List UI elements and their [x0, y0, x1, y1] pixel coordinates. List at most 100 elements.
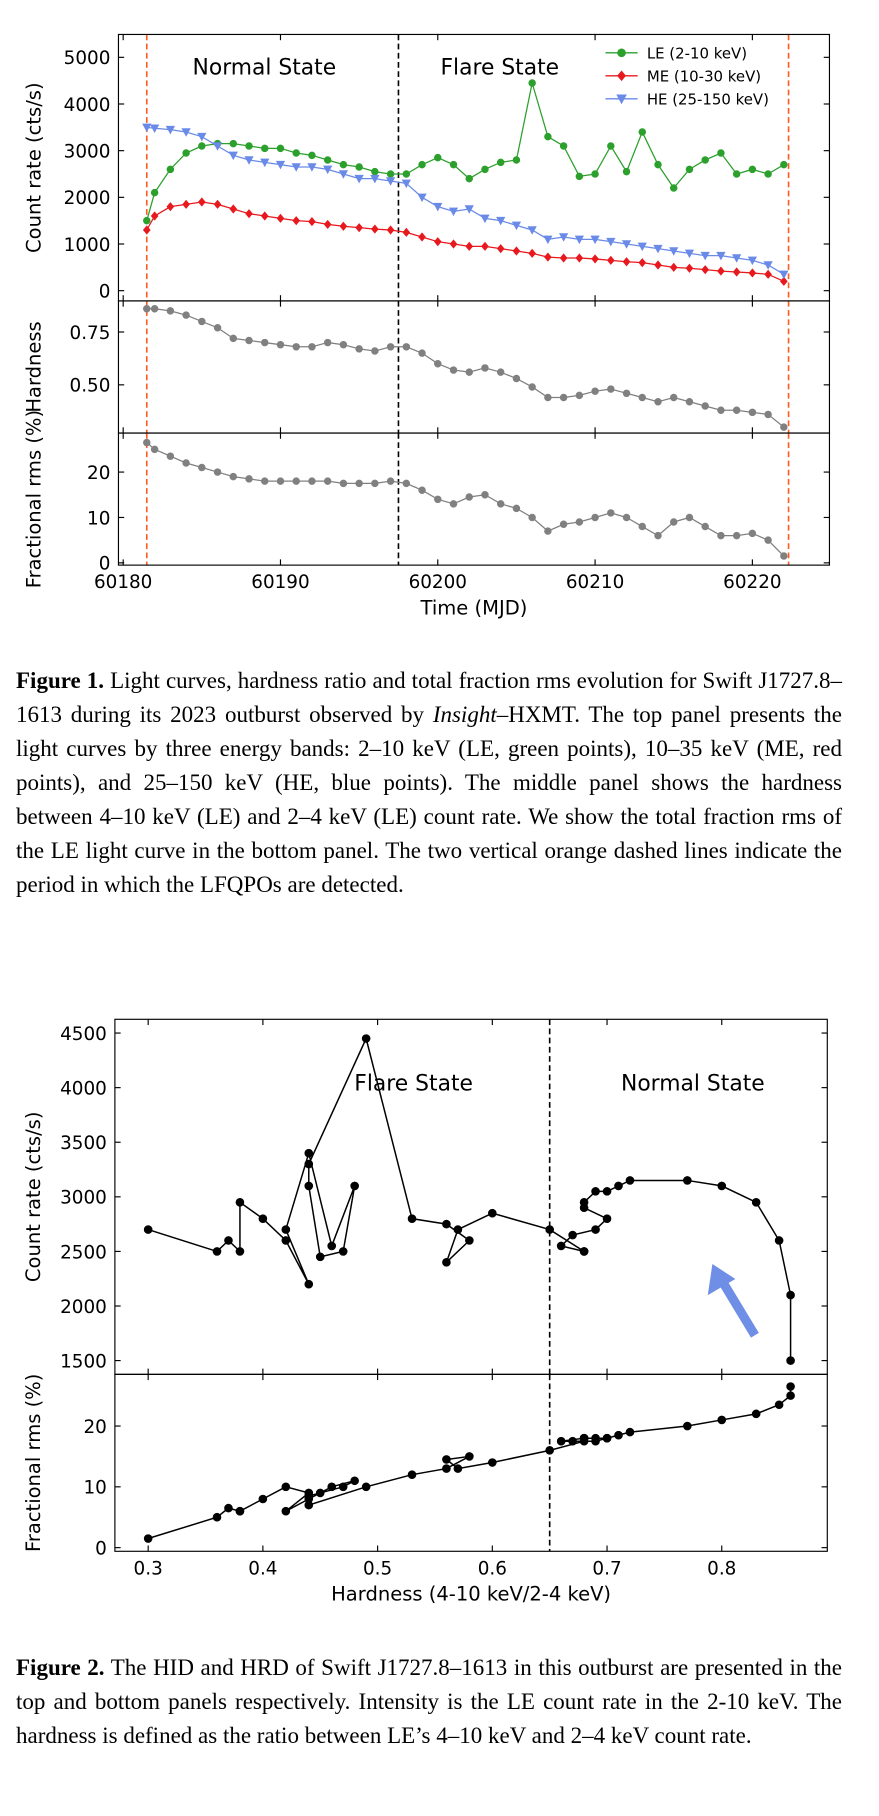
annotation: Normal State — [193, 56, 337, 81]
marker — [496, 158, 505, 167]
marker — [574, 235, 584, 245]
marker — [276, 477, 285, 485]
marker — [732, 406, 741, 414]
marker — [559, 142, 568, 150]
marker — [386, 477, 395, 485]
marker — [717, 406, 725, 414]
marker — [276, 144, 285, 153]
marker — [258, 1494, 268, 1504]
marker — [614, 1430, 623, 1440]
marker — [434, 153, 442, 162]
x-tick-label: 0.8 — [707, 1558, 736, 1579]
marker — [308, 477, 316, 485]
marker — [579, 1247, 589, 1256]
marker — [361, 1034, 371, 1043]
marker — [371, 479, 379, 488]
marker — [166, 307, 175, 315]
marker — [607, 509, 615, 517]
marker — [339, 221, 348, 231]
marker — [556, 1241, 566, 1251]
figure-1-caption: Figure 1. Light curves, hardness ratio a… — [16, 664, 842, 902]
marker — [575, 253, 584, 263]
marker — [751, 1409, 761, 1419]
marker — [166, 165, 175, 174]
marker — [386, 170, 395, 178]
marker — [638, 393, 647, 402]
legend-marker — [616, 94, 627, 105]
marker — [402, 170, 411, 178]
figure-1: 0 1000 2000 3000 4000 5000 Count rate (cts/s) N… — [22, 33, 831, 620]
marker — [481, 491, 489, 499]
marker — [371, 347, 379, 355]
marker — [464, 205, 474, 214]
marker — [292, 149, 300, 157]
marker — [607, 385, 615, 393]
y-tick-label: 2500 — [60, 1242, 107, 1263]
marker — [245, 209, 253, 219]
marker — [442, 1455, 451, 1464]
y-tick-label: 1500 — [60, 1351, 107, 1372]
marker — [732, 254, 742, 263]
marker — [602, 1187, 612, 1196]
marker — [512, 504, 521, 513]
marker — [433, 202, 443, 212]
marker — [315, 1488, 325, 1498]
marker — [261, 338, 269, 347]
marker — [182, 149, 190, 157]
marker — [683, 1421, 692, 1431]
marker — [229, 334, 238, 343]
legend-label: ME (10-30 keV) — [647, 68, 761, 86]
marker — [150, 211, 159, 221]
marker — [261, 477, 269, 485]
marker — [732, 170, 741, 178]
marker — [442, 1464, 451, 1473]
marker — [559, 393, 568, 402]
marker — [701, 402, 709, 410]
marker — [511, 221, 522, 231]
marker — [304, 1159, 314, 1169]
marker — [654, 398, 662, 406]
marker — [355, 223, 363, 233]
y-tick-label: 5000 — [64, 48, 111, 69]
marker — [142, 123, 152, 133]
marker — [764, 269, 772, 279]
marker — [308, 343, 316, 351]
marker — [338, 170, 349, 179]
marker — [602, 1433, 612, 1443]
marker — [556, 1436, 566, 1446]
marker — [261, 144, 269, 153]
marker — [198, 463, 206, 472]
marker — [229, 204, 238, 214]
marker — [590, 235, 600, 245]
marker — [338, 1247, 348, 1256]
marker — [654, 531, 662, 540]
marker — [701, 265, 710, 275]
marker — [786, 1382, 795, 1391]
series-line — [146, 442, 785, 557]
marker — [559, 520, 568, 529]
marker — [622, 257, 631, 267]
marker — [543, 235, 553, 245]
y-tick-label: 1000 — [64, 235, 111, 256]
marker — [481, 364, 489, 372]
annotation: Flare State — [441, 56, 560, 81]
marker — [575, 172, 584, 181]
marker — [433, 237, 442, 247]
marker — [717, 1415, 727, 1425]
marker — [142, 225, 151, 235]
marker — [229, 139, 238, 148]
marker — [465, 1236, 474, 1245]
marker — [323, 219, 332, 229]
marker — [716, 251, 726, 261]
marker — [213, 324, 222, 332]
marker — [575, 518, 584, 526]
marker — [407, 1214, 417, 1223]
marker — [622, 167, 631, 176]
legend-marker — [617, 48, 626, 58]
marker — [355, 479, 363, 488]
marker — [685, 513, 694, 522]
y-tick-label: 0.50 — [70, 376, 111, 397]
marker — [304, 1181, 314, 1191]
marker — [701, 156, 709, 164]
